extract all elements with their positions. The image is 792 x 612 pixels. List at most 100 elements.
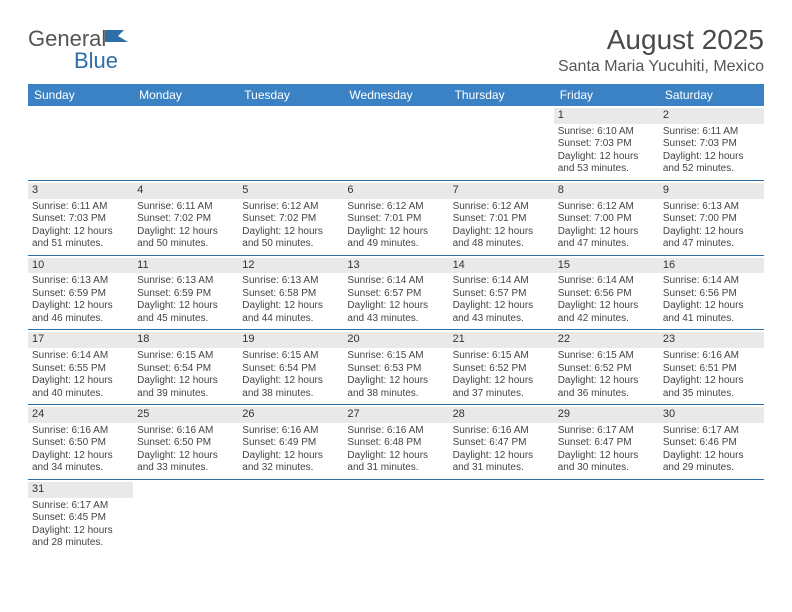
day-number: 23 (659, 332, 764, 348)
day-number: 20 (343, 332, 448, 348)
calendar-day-cell: 22Sunrise: 6:15 AMSunset: 6:52 PMDayligh… (554, 330, 659, 405)
calendar-day-cell: 18Sunrise: 6:15 AMSunset: 6:54 PMDayligh… (133, 330, 238, 405)
calendar-day-cell: 4Sunrise: 6:11 AMSunset: 7:02 PMDaylight… (133, 180, 238, 255)
calendar-day-cell: 3Sunrise: 6:11 AMSunset: 7:03 PMDaylight… (28, 180, 133, 255)
daylight-text: Daylight: 12 hours (663, 226, 760, 239)
sunrise-text: Sunrise: 6:13 AM (242, 275, 339, 288)
sunrise-text: Sunrise: 6:14 AM (347, 275, 444, 288)
sunrise-text: Sunrise: 6:11 AM (663, 126, 760, 139)
daylight-text: Daylight: 12 hours (558, 375, 655, 388)
daylight-text: and 28 minutes. (32, 537, 129, 550)
calendar-day-cell: 20Sunrise: 6:15 AMSunset: 6:53 PMDayligh… (343, 330, 448, 405)
daylight-text: Daylight: 12 hours (32, 375, 129, 388)
calendar-day-cell: 26Sunrise: 6:16 AMSunset: 6:49 PMDayligh… (238, 405, 343, 480)
calendar-day-cell: 27Sunrise: 6:16 AMSunset: 6:48 PMDayligh… (343, 405, 448, 480)
daylight-text: Daylight: 12 hours (32, 450, 129, 463)
sunrise-text: Sunrise: 6:16 AM (663, 350, 760, 363)
sunset-text: Sunset: 7:00 PM (558, 213, 655, 226)
day-number: 13 (343, 258, 448, 274)
calendar-day-cell (449, 479, 554, 553)
logo: General Blue (28, 28, 130, 72)
weekday-header: Saturday (659, 84, 764, 106)
sunrise-text: Sunrise: 6:17 AM (32, 500, 129, 513)
sunrise-text: Sunrise: 6:13 AM (663, 201, 760, 214)
sunset-text: Sunset: 7:03 PM (663, 138, 760, 151)
day-number: 15 (554, 258, 659, 274)
daylight-text: and 43 minutes. (347, 313, 444, 326)
sunset-text: Sunset: 6:50 PM (32, 437, 129, 450)
day-number: 16 (659, 258, 764, 274)
sunrise-text: Sunrise: 6:12 AM (558, 201, 655, 214)
calendar-day-cell (343, 106, 448, 180)
sunset-text: Sunset: 7:00 PM (663, 213, 760, 226)
daylight-text: and 50 minutes. (137, 238, 234, 251)
weekday-header: Wednesday (343, 84, 448, 106)
calendar-day-cell: 8Sunrise: 6:12 AMSunset: 7:00 PMDaylight… (554, 180, 659, 255)
daylight-text: Daylight: 12 hours (242, 300, 339, 313)
sunrise-text: Sunrise: 6:16 AM (32, 425, 129, 438)
daylight-text: Daylight: 12 hours (347, 450, 444, 463)
calendar-day-cell (28, 106, 133, 180)
sunset-text: Sunset: 6:45 PM (32, 512, 129, 525)
calendar-week-row: 24Sunrise: 6:16 AMSunset: 6:50 PMDayligh… (28, 405, 764, 480)
day-number: 7 (449, 183, 554, 199)
sunset-text: Sunset: 6:47 PM (453, 437, 550, 450)
sunset-text: Sunset: 7:02 PM (137, 213, 234, 226)
calendar-day-cell: 21Sunrise: 6:15 AMSunset: 6:52 PMDayligh… (449, 330, 554, 405)
sunset-text: Sunset: 6:46 PM (663, 437, 760, 450)
calendar-day-cell: 17Sunrise: 6:14 AMSunset: 6:55 PMDayligh… (28, 330, 133, 405)
day-number: 14 (449, 258, 554, 274)
sunrise-text: Sunrise: 6:15 AM (453, 350, 550, 363)
sunrise-text: Sunrise: 6:14 AM (663, 275, 760, 288)
sunset-text: Sunset: 6:59 PM (32, 288, 129, 301)
day-number: 30 (659, 407, 764, 423)
daylight-text: Daylight: 12 hours (453, 375, 550, 388)
daylight-text: and 35 minutes. (663, 388, 760, 401)
daylight-text: and 46 minutes. (32, 313, 129, 326)
calendar-day-cell (238, 479, 343, 553)
daylight-text: and 42 minutes. (558, 313, 655, 326)
daylight-text: and 41 minutes. (663, 313, 760, 326)
calendar-day-cell: 29Sunrise: 6:17 AMSunset: 6:47 PMDayligh… (554, 405, 659, 480)
sunset-text: Sunset: 7:03 PM (558, 138, 655, 151)
sunset-text: Sunset: 6:49 PM (242, 437, 339, 450)
calendar-table: Sunday Monday Tuesday Wednesday Thursday… (28, 84, 764, 554)
calendar-day-cell: 9 Sunrise: 6:13 AMSunset: 7:00 PMDaylight… (659, 180, 764, 255)
daylight-text: and 31 minutes. (347, 462, 444, 475)
day-number: 6 (343, 183, 448, 199)
sunset-text: Sunset: 6:57 PM (347, 288, 444, 301)
sunset-text: Sunset: 6:57 PM (453, 288, 550, 301)
calendar-day-cell: 7Sunrise: 6:12 AMSunset: 7:01 PMDaylight… (449, 180, 554, 255)
daylight-text: Daylight: 12 hours (242, 226, 339, 239)
daylight-text: and 29 minutes. (663, 462, 760, 475)
sunrise-text: Sunrise: 6:13 AM (137, 275, 234, 288)
daylight-text: and 44 minutes. (242, 313, 339, 326)
sunrise-text: Sunrise: 6:12 AM (242, 201, 339, 214)
daylight-text: Daylight: 12 hours (32, 525, 129, 538)
calendar-day-cell: 14Sunrise: 6:14 AMSunset: 6:57 PMDayligh… (449, 255, 554, 330)
daylight-text: Daylight: 12 hours (453, 226, 550, 239)
daylight-text: Daylight: 12 hours (558, 450, 655, 463)
daylight-text: and 50 minutes. (242, 238, 339, 251)
daylight-text: and 34 minutes. (32, 462, 129, 475)
weekday-header-row: Sunday Monday Tuesday Wednesday Thursday… (28, 84, 764, 106)
sunrise-text: Sunrise: 6:15 AM (347, 350, 444, 363)
calendar-day-cell (133, 106, 238, 180)
sunrise-text: Sunrise: 6:12 AM (347, 201, 444, 214)
day-number: 9 (659, 183, 764, 199)
daylight-text: and 45 minutes. (137, 313, 234, 326)
sunrise-text: Sunrise: 6:16 AM (453, 425, 550, 438)
sunrise-text: Sunrise: 6:15 AM (137, 350, 234, 363)
calendar-day-cell: 10Sunrise: 6:13 AMSunset: 6:59 PMDayligh… (28, 255, 133, 330)
logo-text-2: Blue (74, 48, 118, 73)
day-number: 8 (554, 183, 659, 199)
sunset-text: Sunset: 6:52 PM (558, 363, 655, 376)
day-number: 3 (28, 183, 133, 199)
daylight-text: and 36 minutes. (558, 388, 655, 401)
calendar-day-cell: 30Sunrise: 6:17 AMSunset: 6:46 PMDayligh… (659, 405, 764, 480)
calendar-week-row: 17Sunrise: 6:14 AMSunset: 6:55 PMDayligh… (28, 330, 764, 405)
sunrise-text: Sunrise: 6:14 AM (453, 275, 550, 288)
daylight-text: and 31 minutes. (453, 462, 550, 475)
calendar-day-cell: 11Sunrise: 6:13 AMSunset: 6:59 PMDayligh… (133, 255, 238, 330)
sunrise-text: Sunrise: 6:16 AM (137, 425, 234, 438)
